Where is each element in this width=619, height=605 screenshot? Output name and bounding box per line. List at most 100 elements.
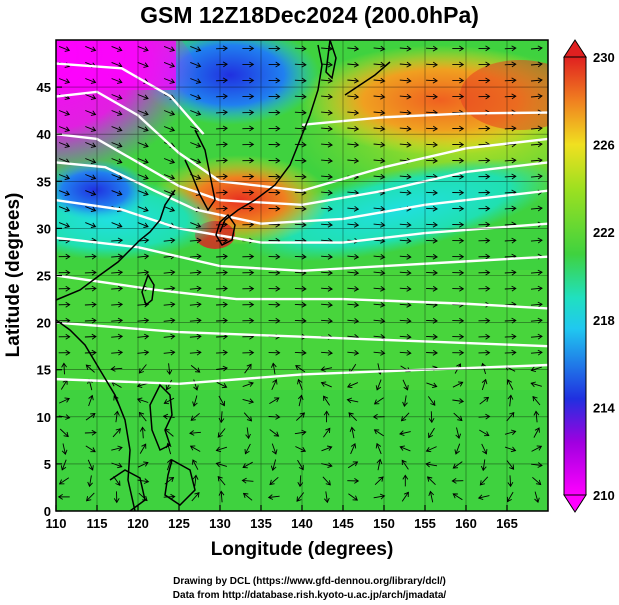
y-axis-ticks: 0 5 10 15 20 25 30 35 40 45: [37, 80, 62, 519]
streamline-segment: [347, 159, 359, 162]
streamline-arrowhead: [380, 269, 386, 276]
streamline-segment: [323, 395, 330, 406]
streamline-arrowhead: [477, 494, 484, 501]
streamline-segment: [111, 381, 122, 388]
streamline-arrowhead: [484, 431, 490, 437]
streamline-segment: [321, 111, 333, 114]
streamline-segment: [84, 336, 96, 338]
streamline-arrowhead: [403, 491, 409, 498]
y-tick-label: 20: [37, 316, 51, 331]
streamline-arrowhead: [347, 382, 353, 389]
streamline-arrowhead: [192, 459, 198, 465]
streamline-arrowhead: [222, 109, 228, 116]
streamline-arrowhead: [537, 77, 543, 84]
streamline-arrowhead: [91, 317, 97, 324]
streamline-segment: [189, 351, 201, 354]
streamline-segment: [294, 287, 306, 290]
streamline-arrowhead: [432, 93, 438, 100]
streamline-arrowhead: [459, 189, 465, 196]
streamline-segment: [504, 319, 516, 322]
streamline-segment: [509, 475, 512, 487]
streamline-segment: [190, 78, 201, 83]
streamline-segment: [294, 431, 306, 435]
streamline-arrowhead: [169, 126, 176, 132]
streamline-segment: [504, 335, 516, 338]
streamline-arrowhead: [406, 350, 412, 356]
streamline-segment: [348, 493, 358, 501]
streamline-arrowhead: [117, 78, 123, 84]
streamline-arrowhead: [143, 174, 149, 180]
streamline-arrowhead: [90, 222, 97, 228]
streamline-arrowhead: [249, 301, 255, 308]
streamline-arrowhead: [511, 333, 517, 340]
streamline-segment: [399, 143, 411, 146]
streamline-arrowhead: [246, 416, 253, 422]
streamline-arrowhead: [143, 222, 149, 228]
streamline-segment: [163, 239, 175, 242]
streamline-arrowhead: [454, 449, 460, 455]
streamline-segment: [137, 255, 149, 258]
streamline-arrowhead: [511, 173, 517, 180]
streamline-segment: [111, 222, 122, 228]
streamline-segment: [294, 159, 306, 162]
streamline-arrowhead: [64, 222, 71, 228]
streamline-segment: [530, 287, 543, 290]
streamline-arrowhead: [64, 397, 70, 403]
streamline-arrowhead: [249, 221, 255, 228]
streamline-arrowhead: [323, 410, 330, 416]
streamline-arrowhead: [373, 399, 380, 405]
streamline-arrowhead: [301, 301, 307, 308]
streamline-segment: [373, 159, 385, 162]
streamline-arrowhead: [275, 285, 281, 292]
streamline-segment: [504, 175, 516, 178]
streamline-arrowhead: [195, 62, 202, 68]
streamline-arrowhead: [221, 382, 228, 389]
streamline-arrowhead: [170, 237, 176, 244]
streamline-arrowhead: [459, 61, 465, 68]
streamline-arrowhead: [452, 493, 458, 499]
streamline-arrowhead: [90, 412, 96, 419]
streamline-arrowhead: [457, 415, 463, 422]
streamline-arrowhead: [65, 253, 71, 260]
streamline-segment: [347, 223, 359, 226]
streamline-segment: [243, 493, 253, 501]
streamline-arrowhead: [353, 77, 360, 84]
x-axis-label: Longitude (degrees): [211, 539, 394, 560]
streamline-segment: [376, 379, 382, 391]
streamline-arrowhead: [65, 285, 71, 292]
streamline-arrowhead: [480, 465, 487, 472]
streamline-arrowhead: [537, 301, 543, 308]
streamline-segment: [530, 319, 543, 322]
streamline-arrowhead: [432, 61, 438, 68]
streamline-segment: [532, 476, 541, 485]
streamline-segment: [321, 446, 332, 452]
streamline-segment: [426, 223, 438, 226]
streamline-arrowhead: [327, 173, 333, 180]
streamline-segment: [164, 397, 175, 404]
streamline-arrowhead: [405, 367, 411, 373]
streamline-arrowhead: [327, 125, 333, 132]
streamline-arrowhead: [222, 93, 228, 100]
streamline-arrowhead: [406, 125, 412, 132]
streamline-segment: [402, 379, 409, 390]
streamline-segment: [321, 303, 333, 306]
streamline-arrowhead: [275, 77, 281, 84]
streamline-arrowhead: [273, 431, 280, 437]
streamline-arrowhead: [380, 77, 386, 84]
streamline-arrowhead: [432, 237, 438, 244]
streamline-segment: [269, 397, 280, 404]
streamline-segment: [216, 446, 228, 451]
streamline-arrowhead: [537, 61, 543, 68]
streamline-segment: [111, 319, 123, 322]
contour-line: [56, 62, 205, 135]
streamline-segment: [504, 127, 516, 130]
streamline-arrowhead: [117, 126, 123, 132]
streamline-arrowhead: [406, 269, 412, 276]
streamline-arrowhead: [170, 333, 176, 340]
streamline-arrowhead: [249, 269, 255, 276]
streamline-arrowhead: [64, 110, 71, 116]
streamline-arrowhead: [215, 461, 222, 468]
streamline-arrowhead: [327, 61, 333, 68]
streamline-segment: [294, 223, 306, 226]
streamline-arrowhead: [325, 480, 331, 486]
